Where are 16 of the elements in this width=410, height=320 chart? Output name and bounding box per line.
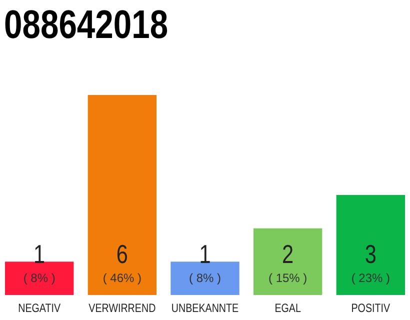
x-tick-label: UNBEKANNTE [171, 302, 239, 316]
data-label: 1 ( 8% ) [23, 240, 56, 285]
bar [170, 262, 240, 295]
data-label: 2 ( 15% ) [268, 240, 308, 285]
x-tick-label: EGAL [274, 302, 301, 316]
data-label: 1 ( 8% ) [188, 240, 222, 285]
chart-title: 088642018 [4, 2, 168, 47]
x-tick-label: VERWIRREND [88, 302, 156, 316]
data-label: 6 ( 46% ) [102, 240, 142, 285]
bar [336, 195, 405, 295]
bar [5, 262, 74, 295]
x-tick-label: POSITIV [351, 302, 391, 316]
bar [253, 228, 322, 295]
data-label: 3 ( 23% ) [351, 240, 390, 285]
bar [88, 95, 157, 295]
x-tick-label: NEGATIV [18, 302, 62, 316]
